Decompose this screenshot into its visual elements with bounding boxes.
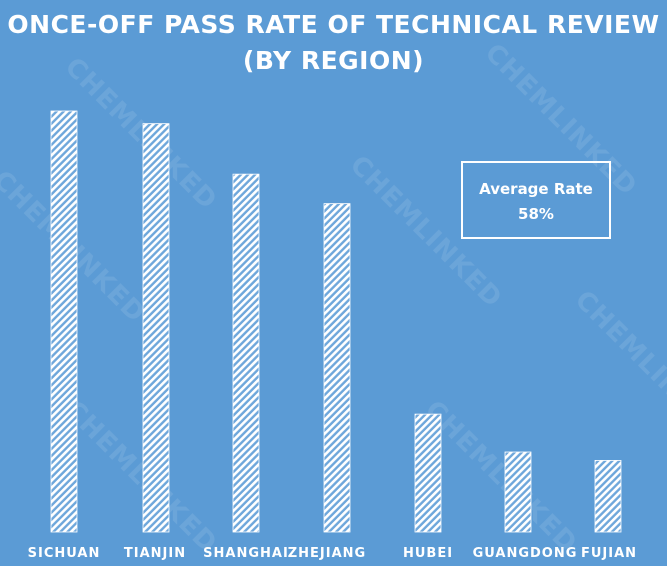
bar-fujian xyxy=(594,460,622,533)
average-rate-box: Average Rate 58% xyxy=(461,161,611,239)
bar-zhejiang xyxy=(323,203,351,533)
bar-sichuan xyxy=(50,110,78,533)
bar-hubei xyxy=(414,413,442,533)
x-tick-label-sichuan: SICHUAN xyxy=(28,546,101,561)
chart-title-line-1: ONCE-OFF PASS RATE OF TECHNICAL REVIEW xyxy=(7,10,660,39)
x-tick-label-shanghai: SHANGHAI xyxy=(203,546,289,561)
x-tick-label-hubei: HUBEI xyxy=(403,546,453,561)
bar-tianjin xyxy=(142,123,170,533)
average-rate-value: 58% xyxy=(518,205,554,223)
x-tick-label-zhejiang: ZHEJIANG xyxy=(288,546,366,561)
x-tick-label-tianjin: TIANJIN xyxy=(124,546,186,561)
bar-shanghai xyxy=(232,173,260,533)
chart-title-line-2: (BY REGION) xyxy=(242,46,425,75)
bar-guangdong xyxy=(504,451,532,533)
x-tick-label-guangdong: GUANGDONG xyxy=(473,546,578,561)
bars-group xyxy=(50,110,622,533)
average-rate-label: Average Rate xyxy=(479,180,593,198)
x-tick-label-fujian: FUJIAN xyxy=(581,546,637,561)
